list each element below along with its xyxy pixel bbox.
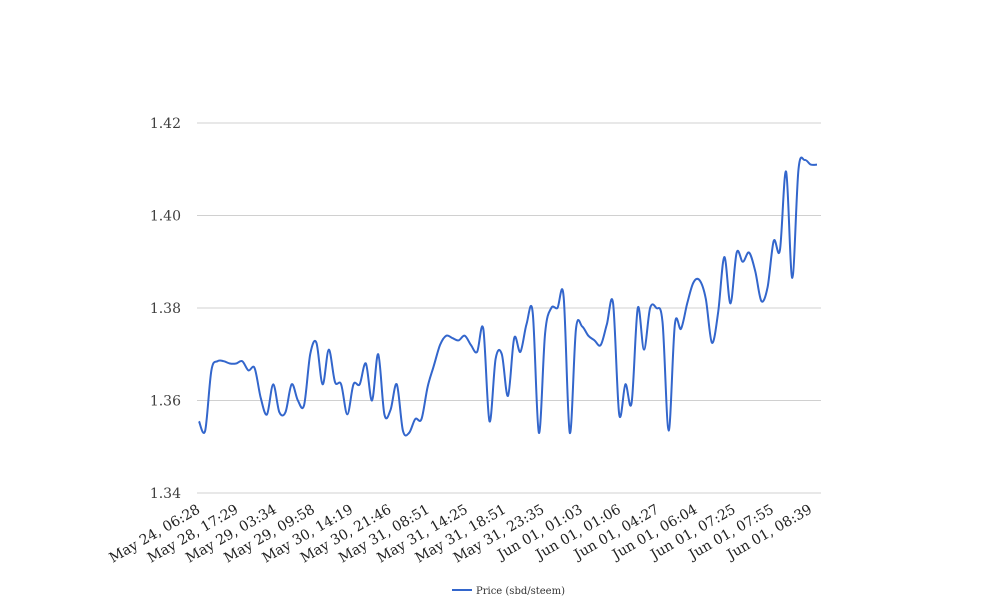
y-tick-label: 1.38	[150, 301, 181, 317]
series-layer	[198, 156, 818, 437]
legend-label: Price (sbd/steem)	[476, 586, 565, 597]
series-line-price	[198, 156, 818, 437]
y-tick-label: 1.42	[150, 116, 181, 132]
y-tick-label: 1.34	[150, 486, 181, 502]
y-tick-label: 1.36	[150, 394, 181, 410]
legend[interactable]: Price (sbd/steem)	[452, 586, 565, 597]
gridlines	[197, 122, 821, 494]
y-axis-tick-labels: 1.34 1.36 1.38 1.40 1.42	[150, 116, 181, 502]
y-tick-label: 1.40	[150, 209, 181, 225]
